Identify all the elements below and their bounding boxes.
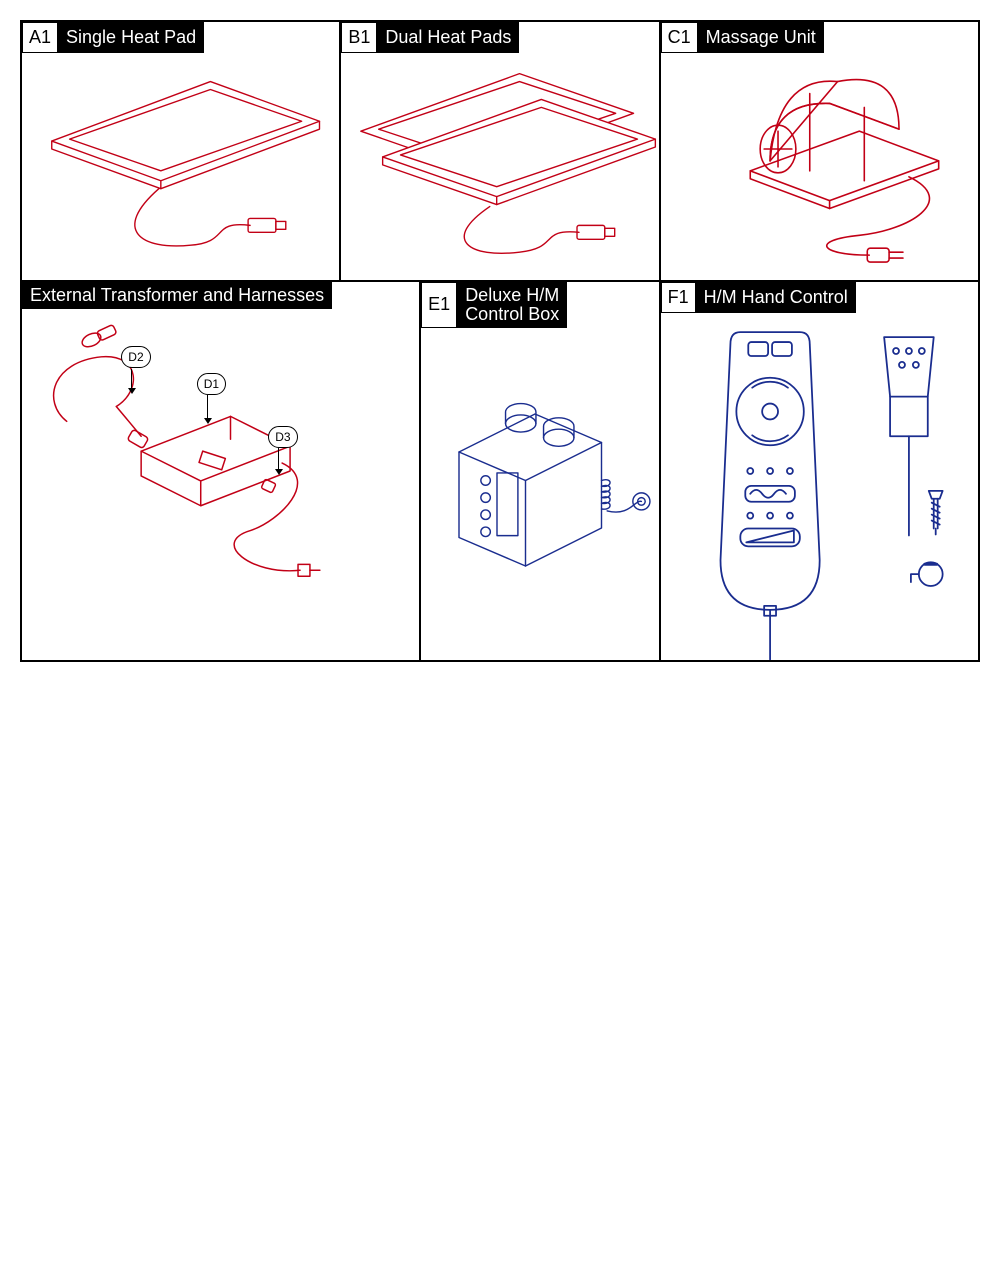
panel-a1: A1 Single Heat Pad (21, 21, 340, 281)
panel-title: Deluxe H/M Control Box (457, 282, 567, 328)
panel-title: H/M Hand Control (696, 282, 856, 313)
diagram-grid: A1 Single Heat Pad B1 Dual Hea (20, 20, 980, 662)
leader-d1 (207, 395, 208, 419)
callout-d3: D3 (268, 426, 297, 448)
leader-d2 (131, 369, 132, 389)
panel-code: A1 (22, 22, 58, 53)
title-bar-b1: B1 Dual Heat Pads (341, 22, 519, 53)
panel-title: Dual Heat Pads (377, 22, 519, 53)
title-bar-a1: A1 Single Heat Pad (22, 22, 204, 53)
drawing-dual-heat-pads (341, 22, 658, 280)
drawing-massage-unit (661, 22, 978, 280)
panel-title: Single Heat Pad (58, 22, 204, 53)
panel-f1: F1 H/M Hand Control (660, 281, 979, 661)
callout-d2: D2 (121, 346, 150, 368)
drawing-control-box (421, 282, 659, 660)
panel-title: External Transformer and Harnesses (22, 282, 332, 309)
drawing-hand-control (661, 282, 978, 660)
callout-d1: D1 (197, 373, 226, 395)
leader-d3 (278, 448, 279, 470)
panel-title: Massage Unit (698, 22, 824, 53)
drawing-transformer (22, 282, 419, 660)
title-bar-e1: E1 Deluxe H/M Control Box (421, 282, 567, 328)
panel-b1: B1 Dual Heat Pads (340, 21, 659, 281)
panel-code: F1 (661, 282, 696, 313)
panel-d: External Transformer and Harnesses D1 D2… (21, 281, 420, 661)
title-bar-d: External Transformer and Harnesses (22, 282, 332, 309)
panel-code: E1 (421, 282, 457, 328)
panel-code: B1 (341, 22, 377, 53)
title-bar-c1: C1 Massage Unit (661, 22, 824, 53)
drawing-single-heat-pad (22, 22, 339, 280)
panel-code: C1 (661, 22, 698, 53)
title-bar-f1: F1 H/M Hand Control (661, 282, 856, 313)
panel-e1: E1 Deluxe H/M Control Box (420, 281, 660, 661)
panel-c1: C1 Massage Unit (660, 21, 979, 281)
